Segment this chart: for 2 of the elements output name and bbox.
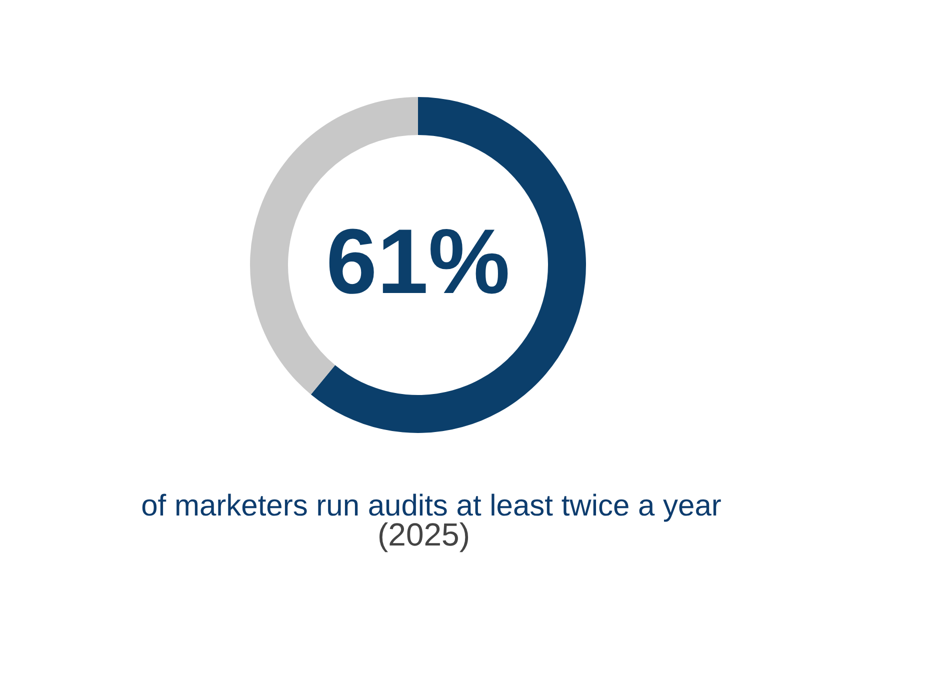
data-label: 61% xyxy=(326,211,510,313)
donut-slice xyxy=(310,97,586,433)
